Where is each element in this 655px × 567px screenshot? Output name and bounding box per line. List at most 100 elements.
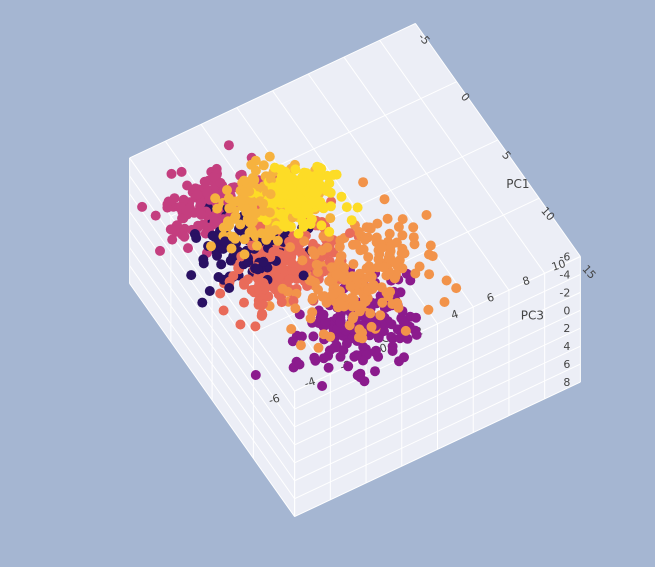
scatter-point [228, 232, 238, 242]
scatter-point [167, 169, 177, 179]
scatter-point [372, 219, 382, 229]
scatter-point [345, 282, 355, 292]
scatter-point [222, 185, 232, 195]
scatter-point [355, 372, 365, 382]
scatter-point [370, 347, 380, 357]
z-tick-label: 8 [563, 376, 570, 389]
scatter-point [348, 314, 358, 324]
scatter-point [151, 211, 161, 221]
scatter-point [331, 270, 341, 280]
scatter-point [155, 246, 165, 256]
scatter-point [257, 228, 267, 238]
scatter-point [379, 262, 389, 272]
scatter-point [394, 222, 404, 232]
scatter-point [329, 343, 339, 353]
scatter-point [243, 274, 253, 284]
scatter-point [339, 263, 349, 273]
scatter-point [337, 192, 347, 202]
scatter-point [226, 256, 236, 266]
scatter-point [408, 222, 418, 232]
scatter-point [365, 265, 375, 275]
scatter-point [332, 170, 342, 180]
scatter-point [179, 232, 189, 242]
scatter-point [266, 189, 276, 199]
scatter-point [426, 241, 436, 251]
scatter-point [265, 152, 275, 162]
z-tick-label: 4 [563, 340, 570, 353]
scatter-point [236, 196, 246, 206]
scatter-point [202, 187, 212, 197]
scatter-point [182, 181, 192, 191]
scatter-point [410, 269, 420, 279]
z-tick-label: 2 [563, 322, 570, 335]
scatter-point [377, 298, 387, 308]
scatter-point [365, 308, 375, 318]
scatter-point [290, 303, 300, 313]
scatter-point [348, 259, 358, 269]
scatter-point [451, 283, 461, 293]
scatter-point [357, 328, 367, 338]
scatter-point [412, 330, 422, 340]
scatter-point [227, 244, 237, 254]
scatter-point [388, 346, 398, 356]
scatter-point [347, 215, 357, 225]
scatter-point [308, 331, 318, 341]
scatter-point [422, 210, 432, 220]
scatter-point [295, 360, 305, 370]
plot-svg: -5051015-6-4-20246810-6-4-202468PC1PC2PC… [0, 0, 655, 567]
scatter-point [239, 176, 249, 186]
scatter-point [367, 322, 377, 332]
scatter-point [400, 248, 410, 258]
scatter-point [212, 204, 222, 214]
scatter-point [181, 205, 191, 215]
scatter-point [285, 242, 295, 252]
scatter-point [239, 298, 249, 308]
scatter-point [319, 310, 329, 320]
scatter-point [239, 234, 249, 244]
scatter-point [377, 243, 387, 253]
scatter-point [258, 206, 268, 216]
scatter-point [307, 214, 317, 224]
scatter-point [278, 284, 288, 294]
scatter-point [345, 228, 355, 238]
z-axis-label: PC3 [521, 308, 544, 322]
scatter-point [318, 292, 328, 302]
scatter-point [260, 282, 270, 292]
scatter-point [199, 258, 209, 268]
scatter-point [317, 246, 327, 256]
scatter-point [297, 255, 307, 265]
scatter-point [205, 286, 215, 296]
scatter-point [336, 317, 346, 327]
scatter-point [284, 274, 294, 284]
scatter-point [191, 233, 201, 243]
scatter-point [324, 363, 334, 373]
scatter-point [317, 381, 327, 391]
scatter-point [411, 313, 421, 323]
scatter-point [216, 259, 226, 269]
scatter-point [358, 177, 368, 187]
scatter-point [137, 202, 147, 212]
scatter-point [219, 306, 229, 316]
scatter-point [363, 252, 373, 262]
scatter-point [192, 190, 202, 200]
scatter-point [224, 220, 234, 230]
scatter-point [391, 258, 401, 268]
scatter-point [424, 269, 434, 279]
scatter-point [382, 288, 392, 298]
scatter-point [277, 179, 287, 189]
scatter-point [380, 194, 390, 204]
scatter-point [360, 235, 370, 245]
scatter-point [253, 264, 263, 274]
scatter-point [442, 276, 452, 286]
scatter-point [240, 249, 250, 259]
z-tick-label: -6 [559, 251, 570, 264]
scatter-point [339, 302, 349, 312]
scatter-point [235, 220, 245, 230]
scatter-point [351, 300, 361, 310]
scatter-point [296, 340, 306, 350]
scatter-point [308, 293, 318, 303]
scatter-point [375, 310, 385, 320]
scatter-point [410, 239, 420, 249]
scatter-point [335, 242, 345, 252]
scatter-point [228, 271, 238, 281]
